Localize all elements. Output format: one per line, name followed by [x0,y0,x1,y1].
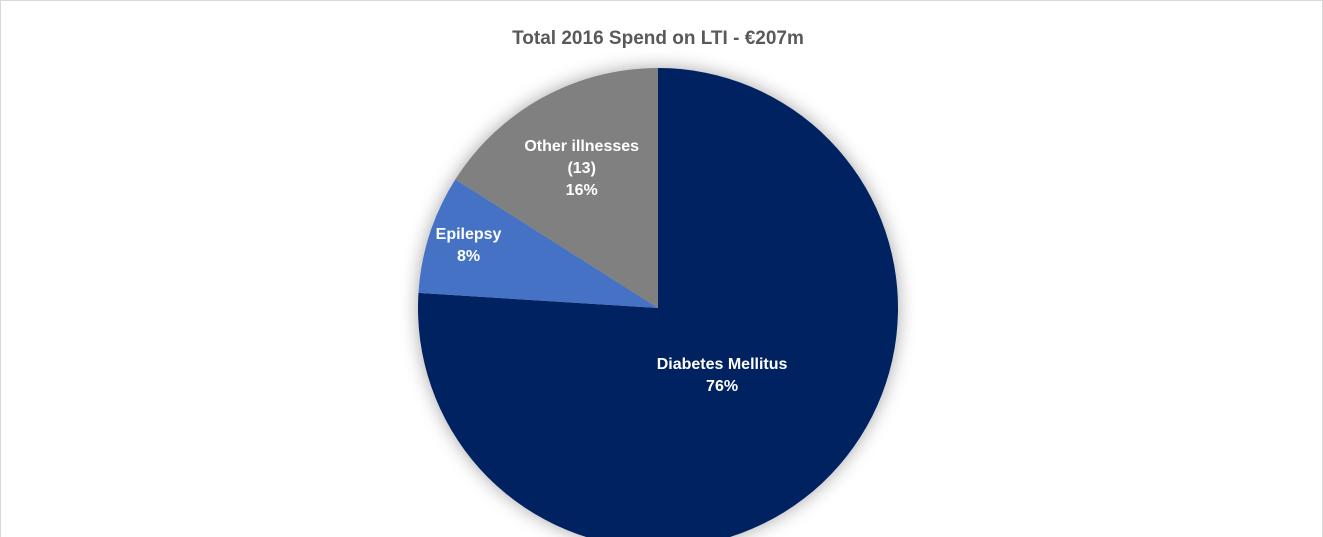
data-label: Other illnesses (13) 16% [512,136,652,202]
slice-name: Other illnesses (13) [524,138,640,178]
slice-percent: 8% [456,248,481,266]
slice-name: Epilepsy [435,226,502,244]
slice-percent: 16% [565,182,598,200]
data-label: Epilepsy 8% [409,224,529,268]
chart-title: Total 2016 Spend on LTI - €207m [512,28,804,49]
slice-name: Diabetes Mellitus [656,356,788,374]
pie-slice [418,68,898,537]
pie-slice [455,68,658,308]
pie [418,68,898,537]
data-label: Diabetes Mellitus 76% [612,354,832,398]
pie-slice [418,179,658,308]
slice-percent: 76% [706,378,739,396]
